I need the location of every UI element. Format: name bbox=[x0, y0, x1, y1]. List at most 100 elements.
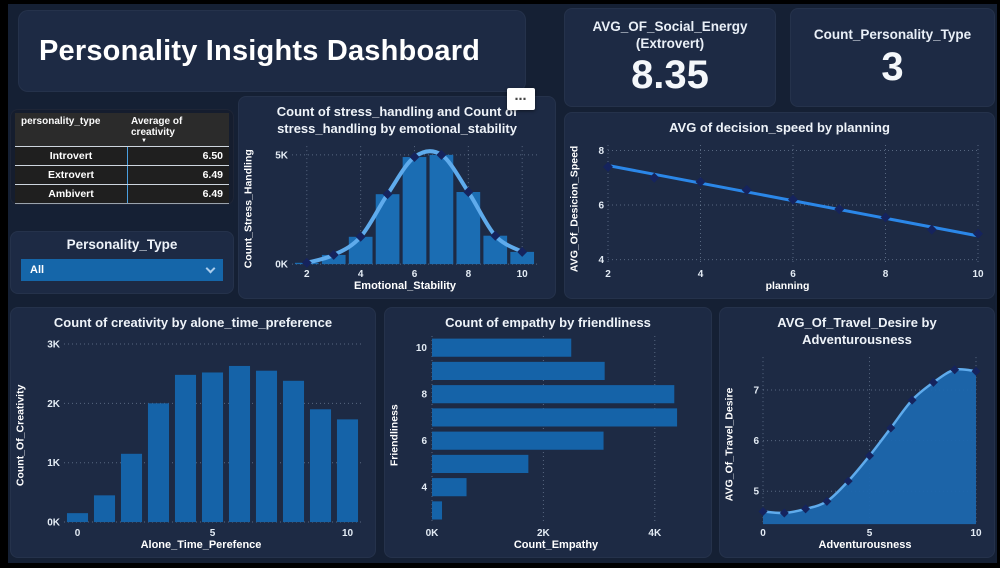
axis-tick-label: 8 bbox=[883, 269, 889, 280]
x-axis-label: Alone_Time_Perefence bbox=[140, 539, 262, 551]
data-point-marker[interactable] bbox=[907, 395, 917, 405]
data-point-marker[interactable] bbox=[926, 224, 937, 235]
bar[interactable] bbox=[228, 365, 251, 522]
slicer-title: Personality_Type bbox=[66, 237, 178, 252]
data-point-marker[interactable] bbox=[603, 161, 613, 172]
data-point-marker[interactable] bbox=[843, 476, 853, 486]
personality-type-slicer: Personality_Type All bbox=[10, 231, 234, 294]
data-point-marker[interactable] bbox=[779, 508, 789, 518]
y-axis-label: Count_Of_Creativity bbox=[14, 384, 27, 487]
bar[interactable] bbox=[432, 361, 605, 380]
data-point-marker[interactable] bbox=[880, 212, 891, 223]
bar[interactable] bbox=[432, 385, 675, 404]
kpi-card-social-energy: AVG_OF_Social_Energy (Extrovert) 8.35 bbox=[564, 8, 776, 107]
slicer-dropdown[interactable]: All bbox=[21, 259, 223, 281]
bar[interactable] bbox=[510, 251, 535, 264]
bar[interactable] bbox=[255, 370, 278, 522]
bar[interactable] bbox=[402, 156, 427, 264]
more-options-button[interactable]: ⋯ bbox=[507, 88, 535, 110]
data-point-marker[interactable] bbox=[649, 172, 660, 183]
bar[interactable] bbox=[147, 403, 170, 522]
data-point-marker[interactable] bbox=[950, 365, 960, 375]
table-header-personality-type[interactable]: personality_type bbox=[21, 116, 101, 127]
table-header: personality_type Average of creativity ▼ bbox=[15, 113, 229, 146]
bar[interactable] bbox=[309, 409, 332, 522]
data-point-marker[interactable] bbox=[490, 230, 501, 241]
bar[interactable] bbox=[432, 338, 572, 357]
y-axis-label: AVG_Of_Desicion_Speed bbox=[568, 145, 581, 272]
bar[interactable] bbox=[429, 154, 454, 264]
axis-tick-label: 5K bbox=[275, 150, 289, 161]
data-point-marker[interactable] bbox=[328, 249, 339, 260]
bar[interactable] bbox=[201, 372, 224, 522]
axis-tick-label: 10 bbox=[972, 269, 984, 280]
bar[interactable] bbox=[282, 380, 305, 522]
bar[interactable] bbox=[336, 419, 359, 522]
kpi-card-personality-count: Count_Personality_Type 3 bbox=[790, 8, 995, 107]
bar[interactable] bbox=[432, 408, 678, 427]
data-point-marker[interactable] bbox=[801, 504, 811, 514]
data-point-marker[interactable] bbox=[517, 246, 528, 257]
chart-card-travel-desire: AVG_Of_Travel_Desire by Adventurousness … bbox=[719, 307, 995, 558]
data-point-marker[interactable] bbox=[436, 149, 447, 160]
bar[interactable] bbox=[432, 501, 443, 520]
cell-personality-type: Introvert bbox=[49, 150, 93, 162]
bar[interactable] bbox=[174, 374, 197, 522]
axis-tick-label: 7 bbox=[753, 385, 759, 396]
data-point-marker[interactable] bbox=[301, 257, 312, 268]
data-point-marker[interactable] bbox=[463, 186, 474, 197]
axis-tick-label: 4 bbox=[598, 255, 604, 266]
data-point-marker[interactable] bbox=[382, 188, 393, 199]
kpi-label: AVG_OF_Social_Energy (Extrovert) bbox=[592, 19, 748, 51]
data-point-marker[interactable] bbox=[758, 506, 768, 516]
travel-desire-area-chart: 0 5 10 5 6 7 bbox=[753, 356, 982, 539]
bar[interactable] bbox=[432, 478, 467, 497]
table-row[interactable]: Ambivert 6.49 bbox=[15, 184, 229, 204]
data-point-marker[interactable] bbox=[409, 151, 420, 162]
table-row[interactable]: Extrovert 6.49 bbox=[15, 165, 229, 184]
y-axis-label: Friendliness bbox=[388, 404, 401, 467]
data-point-marker[interactable] bbox=[973, 228, 983, 239]
data-point-marker[interactable] bbox=[834, 204, 845, 215]
axis-tick-label: 0K bbox=[275, 259, 289, 270]
bar[interactable] bbox=[120, 453, 143, 522]
data-point-marker[interactable] bbox=[971, 366, 981, 376]
chart-title: AVG_Of_Travel_Desire by Adventurousness bbox=[777, 315, 937, 347]
axis-tick-label: 8 bbox=[466, 269, 472, 280]
table-header-avg-creativity[interactable]: Average of creativity ▼ bbox=[127, 113, 229, 146]
data-point-marker[interactable] bbox=[822, 496, 832, 506]
area-fill[interactable] bbox=[763, 368, 976, 524]
data-point-marker[interactable] bbox=[695, 176, 706, 187]
axis-tick-label: 10 bbox=[517, 269, 529, 280]
chart-card-stress-handling: Count of stress_handling and Count of st… bbox=[238, 96, 556, 299]
x-axis-label: planning bbox=[765, 280, 810, 292]
data-point-marker[interactable] bbox=[865, 451, 874, 461]
bar[interactable] bbox=[93, 495, 116, 522]
x-axis-label: Adventurousness bbox=[818, 539, 912, 551]
table-body: Introvert 6.50 Extrovert 6.49 Ambivert 6.49 bbox=[15, 146, 229, 204]
bar[interactable] bbox=[375, 193, 400, 264]
axis-tick-label: 0K bbox=[426, 528, 440, 539]
y-axis-label: AVG_Of_Travel_Desire bbox=[723, 387, 736, 501]
data-point-marker[interactable] bbox=[355, 231, 366, 242]
chart-card-empathy: Count of empathy by friendliness Friendl… bbox=[384, 307, 712, 558]
bar[interactable] bbox=[456, 191, 481, 264]
table-row[interactable]: Introvert 6.50 bbox=[15, 146, 229, 165]
page-title: Personality Insights Dashboard bbox=[39, 34, 481, 67]
data-point-marker[interactable] bbox=[741, 184, 752, 195]
axis-tick-label: 2 bbox=[605, 269, 611, 280]
axis-tick-label: 0 bbox=[75, 528, 81, 539]
data-point-marker[interactable] bbox=[886, 423, 896, 433]
data-point-marker[interactable] bbox=[928, 377, 938, 387]
axis-tick-label: 4 bbox=[358, 269, 364, 280]
bar[interactable] bbox=[432, 431, 604, 450]
bar[interactable] bbox=[432, 454, 529, 473]
axis-tick-label: 2K bbox=[537, 528, 551, 539]
axis-tick-label: 6 bbox=[790, 269, 796, 280]
data-point-marker[interactable] bbox=[788, 194, 798, 205]
axis-tick-label: 5 bbox=[210, 528, 216, 539]
x-axis-label: Count_Empathy bbox=[513, 539, 599, 551]
bar[interactable] bbox=[66, 513, 89, 522]
